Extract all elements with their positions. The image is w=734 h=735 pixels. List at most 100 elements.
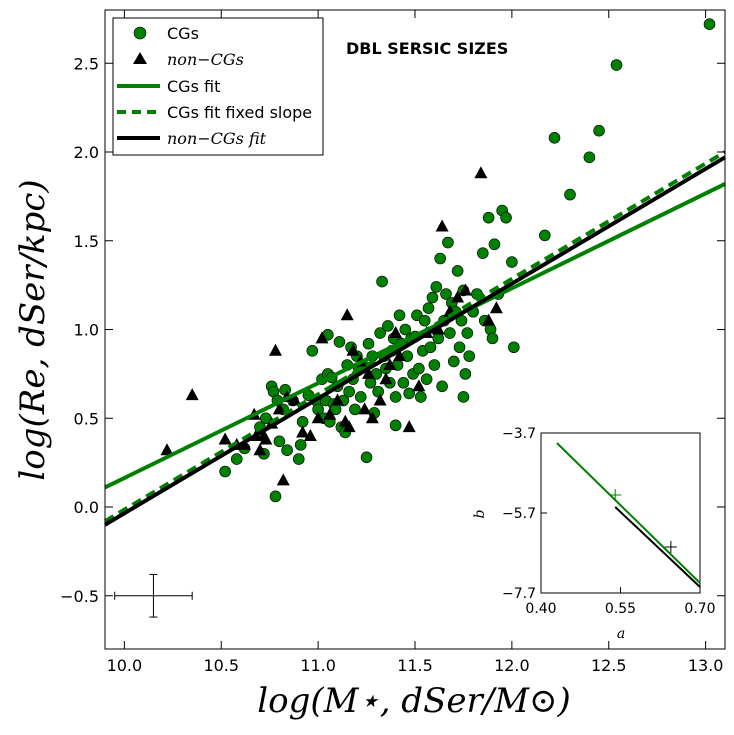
noncgs-point [259, 432, 273, 445]
cgs-point [593, 124, 605, 137]
y-tick-label: 1.5 [74, 232, 99, 251]
x-tick-label: 13.0 [688, 656, 724, 675]
noncgs-point [340, 308, 354, 321]
inset-x-label: a [617, 626, 625, 642]
cgs-point [440, 288, 452, 300]
cgs-point [389, 391, 402, 403]
y-tick-label: 2.0 [74, 143, 99, 162]
noncgs-point [296, 425, 310, 438]
noncgs-point [451, 290, 465, 303]
inset-x-tick-label: 0.55 [605, 601, 636, 617]
noncgs-point [373, 393, 387, 406]
cgs-point [436, 380, 448, 393]
legend: CGs non−CGs CGs fit CGs fit fixed slope … [112, 17, 324, 156]
cgs-point [415, 391, 427, 403]
cgs-point [418, 314, 431, 327]
cgs-point [583, 151, 596, 164]
cgs-point [500, 211, 512, 224]
cgs-point [399, 323, 412, 336]
x-tick-label: 10.0 [107, 656, 143, 675]
cgs-point [374, 327, 386, 339]
noncgs-point [160, 443, 174, 456]
chart-title: DBL SERSIC SIZES [346, 39, 508, 58]
noncgs-point [185, 388, 199, 401]
y-tick-label: 2.5 [74, 54, 99, 73]
inset-line-1 [614, 506, 701, 588]
cgs-point [703, 18, 716, 31]
noncgs-point [346, 343, 360, 356]
y-tick-label: 0.0 [74, 498, 99, 517]
y-axis-label: log(Re, dSer/kpc) [13, 179, 53, 480]
legend-noncgs-fit-label: non−CGs fit [167, 129, 267, 148]
cgs-point [453, 341, 466, 354]
noncgs-point [389, 326, 403, 339]
fit-line-1 [103, 150, 727, 523]
y-tick-label: 1.0 [74, 321, 99, 340]
noncgs-point [383, 358, 397, 370]
noncgs-point [362, 366, 375, 379]
cgs-point [281, 444, 293, 457]
inset-y-tick-label: −3.7 [502, 426, 536, 442]
inset-y-label: b [472, 509, 488, 518]
cgs-point [428, 359, 441, 371]
cgs-point [422, 302, 435, 315]
legend-noncgs-label: non−CGs [167, 50, 244, 69]
cgs-point [306, 344, 319, 357]
noncgs-point [315, 331, 329, 344]
legend-cgs-fixed-slope-label: CGs fit fixed slope [167, 103, 312, 122]
noncgs-point [218, 432, 232, 445]
cgs-point [508, 341, 520, 354]
cgs-point [273, 435, 286, 448]
noncgs-point [489, 301, 503, 314]
cgs-point [219, 465, 231, 478]
noncgs-point [365, 411, 379, 424]
cgs-point [294, 439, 307, 451]
noncgs-point [474, 166, 488, 179]
fit-line-2 [103, 155, 727, 527]
cgs-point [430, 281, 443, 293]
x-tick-label: 10.5 [203, 656, 239, 675]
cgs-point [269, 490, 282, 503]
x-axis-label: log(M⋆, dSer/M⊙) [257, 681, 571, 721]
noncgs-point [276, 473, 290, 486]
cgs-point [488, 238, 501, 251]
y-tick-label: 0.5 [74, 409, 99, 428]
inset-y-tick-label: −5.7 [502, 506, 536, 522]
noncgs-point [379, 372, 393, 385]
legend-cgs-label: CGs [167, 24, 199, 43]
inset-line-0 [556, 442, 701, 584]
cgs-point [539, 229, 551, 242]
noncgs-point [458, 283, 472, 296]
cgs-point [382, 320, 394, 332]
cgs-point [461, 327, 474, 339]
cgs-point [442, 236, 454, 249]
noncgs-point [269, 343, 282, 356]
cgs-point [564, 188, 576, 201]
inset-y-tick-label: −7.7 [502, 586, 536, 602]
cgs-point [457, 391, 470, 403]
inset-x-tick-label: 0.40 [525, 601, 556, 617]
noncgs-point [358, 402, 372, 415]
legend-noncgs-marker [133, 52, 147, 64]
x-tick-label: 11.5 [397, 656, 433, 675]
noncgs-point [288, 393, 302, 406]
cgs-point [459, 368, 472, 380]
inset-x-tick-label: 0.70 [684, 601, 715, 617]
cgs-point [482, 211, 495, 224]
cgs-point [424, 341, 437, 354]
cgs-point [486, 332, 499, 345]
cgs-point [397, 376, 410, 389]
inset-plot: 0.40 0.55 0.70 −3.7 −5.7 −7.7 a b [472, 426, 716, 642]
cgs-point [548, 132, 561, 144]
cgs-point [506, 256, 518, 268]
cgs-point [434, 252, 446, 265]
cgs-point [403, 387, 415, 400]
cgs-point [360, 451, 373, 464]
noncgs-point [482, 313, 496, 326]
noncgs-point [323, 407, 337, 420]
cgs-point [477, 247, 489, 259]
cgs-point [230, 453, 243, 465]
cgs-point [292, 453, 305, 465]
noncgs-point [342, 420, 356, 433]
